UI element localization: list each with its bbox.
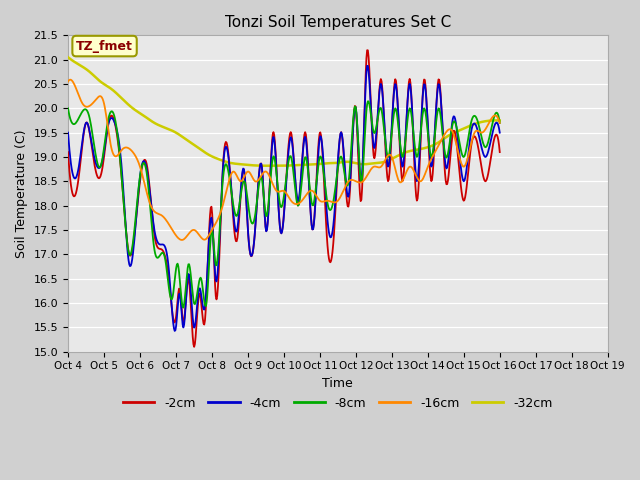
Y-axis label: Soil Temperature (C): Soil Temperature (C)	[15, 129, 28, 258]
Text: TZ_fmet: TZ_fmet	[76, 39, 133, 53]
X-axis label: Time: Time	[323, 377, 353, 390]
Legend: -2cm, -4cm, -8cm, -16cm, -32cm: -2cm, -4cm, -8cm, -16cm, -32cm	[118, 392, 557, 415]
Title: Tonzi Soil Temperatures Set C: Tonzi Soil Temperatures Set C	[225, 15, 451, 30]
